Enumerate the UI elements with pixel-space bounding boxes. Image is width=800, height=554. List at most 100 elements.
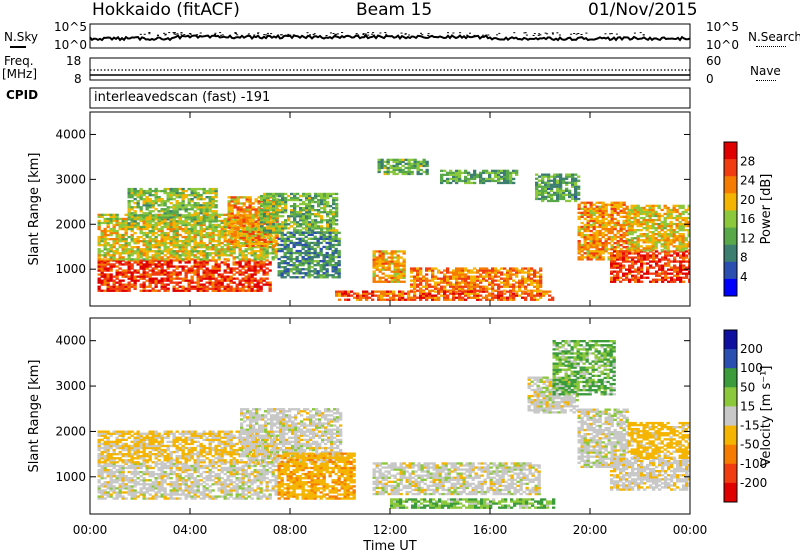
power-cell	[193, 263, 197, 266]
power-cell	[208, 275, 212, 278]
power-cell	[217, 267, 221, 270]
power-cell	[574, 187, 578, 191]
power-cell	[280, 247, 284, 251]
power-cell	[293, 221, 297, 224]
power-cell	[500, 296, 504, 299]
power-cell	[214, 285, 218, 288]
power-cell	[115, 229, 119, 233]
power-cell	[202, 258, 206, 261]
power-cell	[211, 187, 215, 191]
power-cell	[157, 256, 161, 259]
power-cell	[121, 287, 125, 290]
power-cell	[521, 275, 525, 278]
power-cell	[298, 272, 302, 275]
power-cell	[316, 239, 320, 243]
noise-tick-left-bottom: 10^0	[54, 38, 87, 52]
power-cell	[178, 265, 182, 268]
power-cell	[583, 205, 587, 208]
power-cell	[175, 238, 179, 241]
power-cell	[536, 271, 540, 274]
power-cell	[271, 221, 275, 225]
power-cell	[286, 272, 290, 275]
power-cell	[390, 256, 394, 259]
power-cell	[142, 263, 146, 266]
power-cell	[272, 202, 276, 206]
power-cell	[187, 240, 191, 243]
power-cell	[190, 191, 194, 195]
power-cell	[449, 298, 453, 301]
power-cell	[100, 250, 104, 253]
power-cell	[574, 191, 578, 195]
power-cell	[482, 171, 486, 175]
power-cell	[130, 246, 134, 249]
power-cell	[440, 175, 444, 179]
power-cell	[109, 215, 113, 219]
power-cell	[353, 292, 357, 295]
power-cell	[320, 207, 324, 210]
nsearch-point	[257, 32, 260, 34]
power-cell	[413, 164, 417, 168]
power-cell	[142, 202, 146, 205]
power-cell	[226, 219, 230, 223]
power-cell	[622, 207, 626, 211]
power-cell	[124, 240, 128, 243]
power-cell	[148, 213, 152, 217]
power-cell	[223, 229, 227, 233]
power-cell	[337, 264, 341, 267]
power-cell	[239, 232, 243, 235]
power-cell	[577, 207, 581, 211]
power-cell	[533, 289, 537, 292]
power-cell	[196, 244, 200, 247]
power-cell	[220, 289, 224, 292]
power-cell	[661, 268, 665, 271]
power-cell	[317, 200, 321, 204]
power-cell	[103, 261, 107, 264]
power-cell	[199, 187, 203, 191]
power-cell	[431, 269, 435, 272]
power-cell	[664, 254, 668, 257]
power-cell	[455, 287, 459, 290]
power-cell	[658, 266, 662, 269]
power-cell	[154, 265, 158, 268]
power-cell	[181, 206, 185, 209]
power-cell	[673, 250, 677, 253]
power-cell	[393, 262, 397, 265]
power-cell	[151, 216, 155, 219]
power-cell	[236, 242, 240, 246]
power-cell	[151, 200, 155, 203]
power-cell	[97, 273, 101, 276]
power-cell	[211, 200, 215, 203]
power-cell	[181, 214, 185, 217]
power-cell	[488, 287, 492, 290]
power-cell	[646, 268, 650, 271]
power-cell	[208, 200, 212, 203]
power-cell	[302, 207, 306, 210]
power-cell	[293, 209, 297, 212]
power-cell	[679, 268, 683, 271]
power-cell	[390, 254, 394, 257]
power-cell	[535, 191, 539, 195]
power-cell	[455, 171, 459, 175]
power-cell	[142, 227, 146, 231]
power-cell	[473, 279, 477, 282]
power-cell	[455, 181, 459, 185]
power-cell	[184, 196, 188, 199]
power-cell	[586, 250, 590, 253]
power-cell	[241, 267, 245, 270]
power-cell	[172, 269, 176, 272]
power-cell	[461, 290, 465, 293]
power-cell	[184, 218, 188, 221]
power-cell	[190, 194, 194, 197]
power-cell	[103, 259, 107, 262]
power-cell	[640, 258, 644, 261]
power-cell	[145, 240, 149, 243]
power-cell	[286, 264, 290, 267]
power-cell	[655, 254, 659, 257]
power-cell	[106, 279, 110, 282]
power-cell	[470, 296, 474, 299]
power-cell	[446, 298, 450, 301]
power-cell	[592, 207, 596, 211]
power-cell	[220, 279, 224, 282]
nsearch-point	[265, 34, 268, 36]
power-cell	[283, 272, 287, 275]
